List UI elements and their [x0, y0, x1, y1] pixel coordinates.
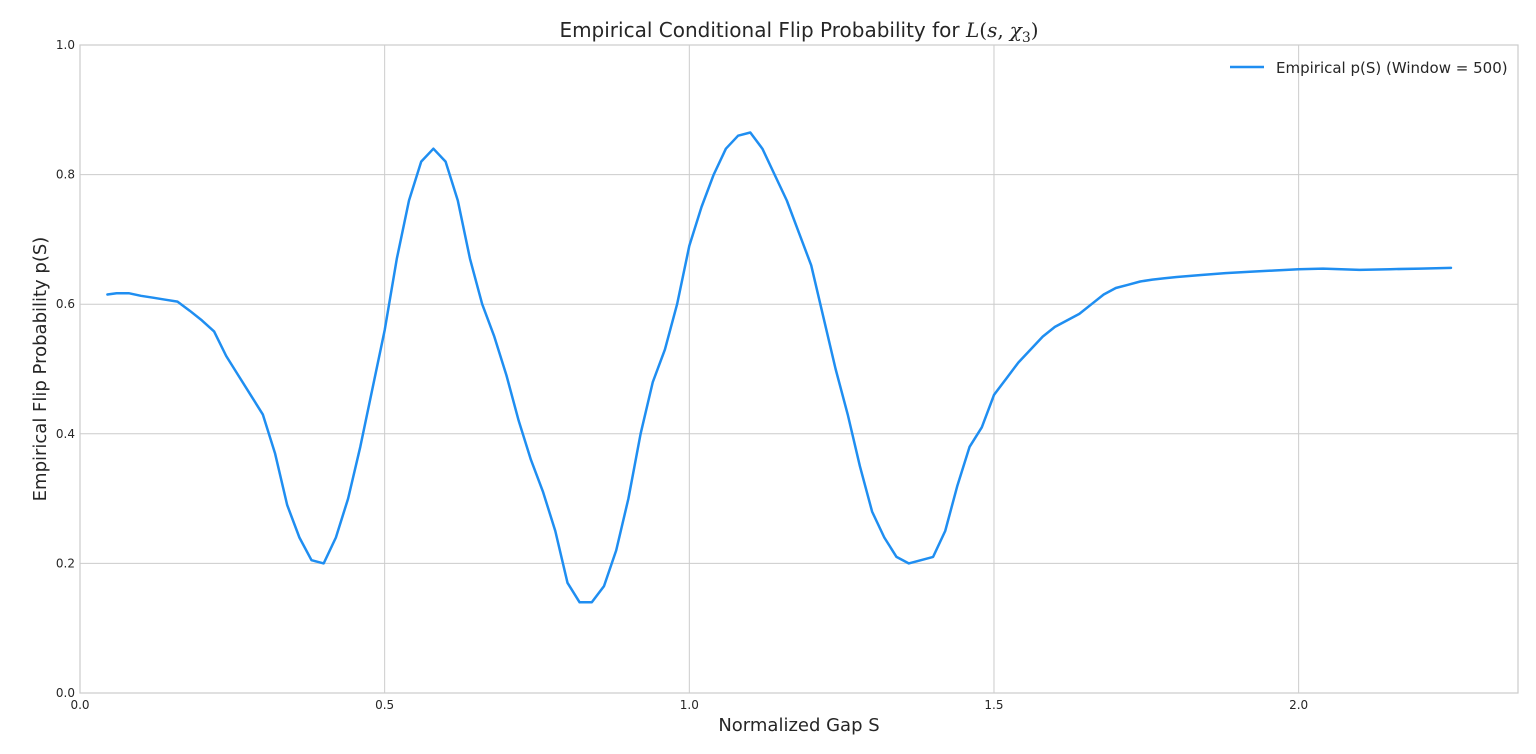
- x-tick-label: 0.0: [70, 698, 89, 712]
- chart-title-math-sub: 3: [1022, 30, 1031, 46]
- y-tick-label: 0.2: [56, 556, 75, 570]
- series-line: [106, 131, 1453, 604]
- chart-title-math-chi: χ: [1008, 18, 1024, 42]
- y-tick-label: 1.0: [56, 38, 75, 52]
- x-tick-label: 1.5: [984, 698, 1003, 712]
- chart-title-math-close: ): [1031, 18, 1039, 42]
- x-tick-label: 2.0: [1289, 698, 1308, 712]
- plot-frame: [79, 44, 1519, 694]
- chart-title-math-comma: ,: [997, 18, 1003, 42]
- y-tick-label: 0.0: [56, 686, 75, 700]
- legend-label: Empirical p(S) (Window = 500): [1276, 59, 1508, 77]
- x-axis-label: Normalized Gap S: [718, 715, 879, 736]
- series-layer: [106, 131, 1453, 604]
- grid-layer: [79, 44, 1518, 694]
- chart-title-math-s: s: [987, 18, 997, 42]
- chart-title: Empirical Conditional Flip Probability f…: [559, 18, 1038, 46]
- y-tick-label: 0.8: [56, 168, 75, 182]
- y-axis-label: Empirical Flip Probability p(S): [30, 237, 51, 502]
- chart-title-math-open: (: [979, 18, 987, 42]
- legend: Empirical p(S) (Window = 500): [1230, 59, 1508, 77]
- x-tick-label: 0.5: [375, 698, 394, 712]
- x-tick-label: 1.0: [680, 698, 699, 712]
- tick-layer: 0.0 0.5 1.0 1.5 2.0 0.0 0.2 0.4 0.6 0.8 1.0: [56, 38, 1308, 712]
- y-tick-label: 0.4: [56, 427, 75, 441]
- chart-title-math-l: L: [965, 18, 979, 42]
- chart-title-prefix: Empirical Conditional Flip Probability f…: [559, 18, 966, 42]
- y-tick-label: 0.6: [56, 297, 75, 311]
